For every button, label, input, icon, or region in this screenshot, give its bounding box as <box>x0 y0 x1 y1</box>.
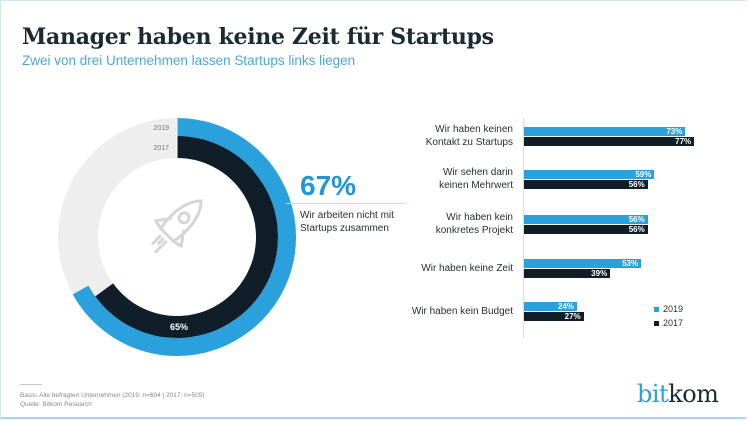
category-label: Wir haben kein Budget <box>303 305 513 318</box>
category-label-line: Wir sehen darin <box>442 167 513 178</box>
bar-2017: 56% <box>524 225 648 234</box>
category-label-line: keinen Mehrwert <box>439 180 513 191</box>
footnote: Basis: Alle befragten Unternehmen (2019:… <box>20 391 205 409</box>
category-label: Wir sehen darin keinen Mehrwert <box>303 166 513 192</box>
donut-ring-label: 2019 <box>153 125 169 132</box>
highlight-divider <box>286 203 406 204</box>
rocket-icon <box>151 199 203 254</box>
bar-axis-line <box>523 118 524 338</box>
bar-2019: 73% <box>524 127 686 136</box>
bar-2017: 77% <box>524 137 695 146</box>
highlight-value: 67% <box>300 170 357 201</box>
bar-2019: 24% <box>524 302 578 311</box>
bar-value-label: 56% <box>628 215 645 224</box>
bar-value-label: 56% <box>628 180 645 189</box>
category-label: Wir haben kein konkretes Projekt <box>303 211 513 237</box>
donut-arc-2017 <box>95 136 278 338</box>
highlight-text: Wir arbeiten nicht mit Startups zusammen <box>300 209 394 235</box>
category-label-line: Wir haben kein Budget <box>411 305 513 317</box>
category-label-line: Wir haben keinen <box>435 124 513 135</box>
bar-value-label: 77% <box>675 137 692 146</box>
legend-swatch-2019 <box>654 306 659 312</box>
bar-value-label: 73% <box>666 127 683 136</box>
bar-value-label: 27% <box>564 312 581 321</box>
bar-value-label: 56% <box>628 225 645 234</box>
legend-item-2019: 2019 <box>654 302 683 316</box>
legend: 2019 2017 <box>654 302 683 330</box>
category-label-line: Wir haben keine Zeit <box>421 262 513 274</box>
bitkom-logo: bitkom <box>637 380 719 408</box>
bar-2019: 56% <box>524 215 648 224</box>
category-label-line: Wir haben kein <box>446 212 513 223</box>
category-label-line: konkretes Projekt <box>435 225 513 236</box>
category-label-line: Kontakt zu Startups <box>425 137 513 148</box>
bar-value-label: 53% <box>622 259 639 268</box>
legend-label: 2017 <box>663 318 684 328</box>
chart-title: Manager haben keine Zeit für Startups <box>22 24 494 50</box>
highlight-text-line: Startups zusammen <box>300 223 389 234</box>
donut-ring-label: 2017 <box>153 145 169 152</box>
bar-2017: 27% <box>524 312 584 321</box>
bar-value-label: 24% <box>558 302 575 311</box>
highlight-text-line: Wir arbeiten nicht mit <box>300 210 394 221</box>
category-label: Wir haben keine Zeit <box>303 262 513 275</box>
legend-label: 2019 <box>663 304 684 314</box>
bar-2017: 56% <box>524 180 648 189</box>
footnote-source: Quelle: Bitkom Research <box>20 401 92 408</box>
chart-subtitle: Zwei von drei Unternehmen lassen Startup… <box>22 53 356 68</box>
bar-2019: 59% <box>524 170 655 179</box>
bar-2017: 39% <box>524 269 611 278</box>
bar-value-label: 39% <box>591 269 608 278</box>
footnote-divider <box>20 384 42 385</box>
bar-value-label: 59% <box>635 170 652 179</box>
legend-item-2017: 2017 <box>654 316 683 330</box>
category-label: Wir haben keinen Kontakt zu Startups <box>303 123 513 149</box>
logo-part: kom <box>668 380 719 408</box>
bar-2019: 53% <box>524 259 642 268</box>
footnote-basis: Basis: Alle befragten Unternehmen (2019:… <box>20 392 205 399</box>
logo-part: bit <box>637 380 669 408</box>
donut-value-label-2017: 65% <box>170 322 188 332</box>
legend-swatch-2017 <box>654 320 659 326</box>
donut-arc-2019 <box>72 118 296 356</box>
